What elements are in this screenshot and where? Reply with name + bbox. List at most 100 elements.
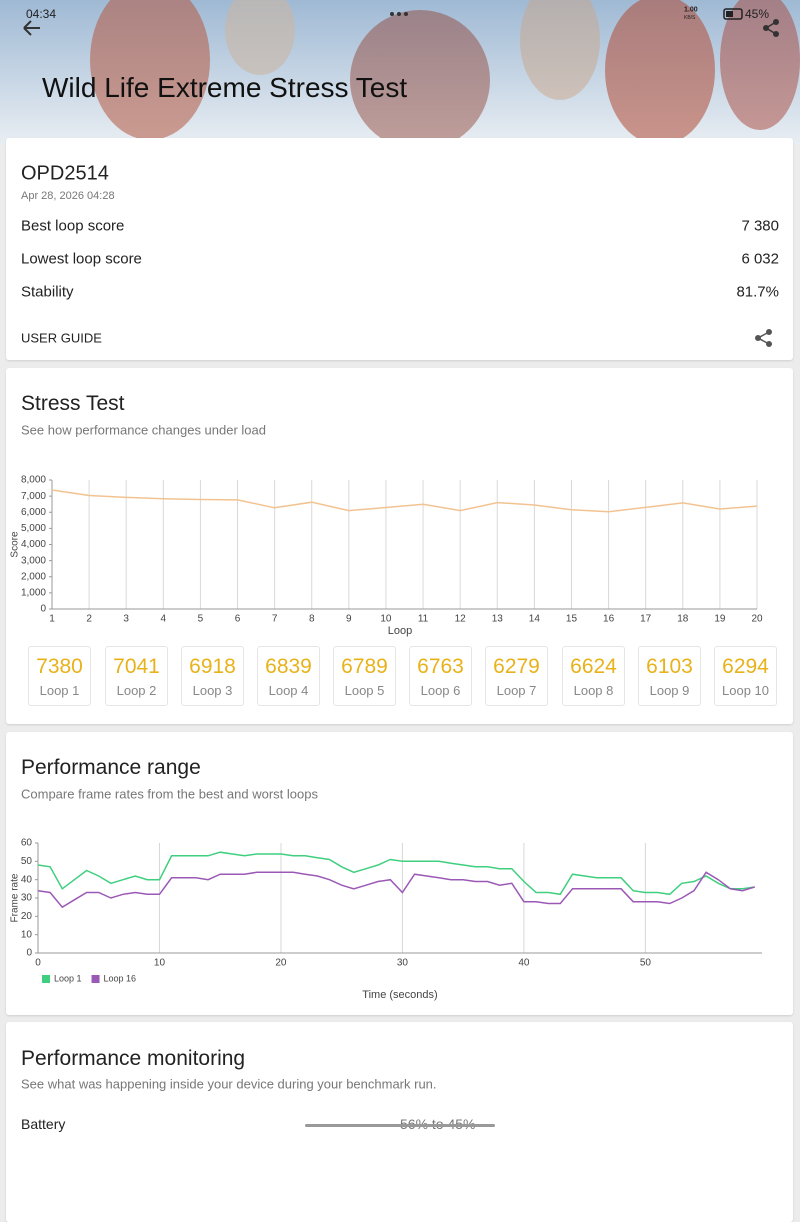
x-tick-label: 4	[161, 614, 167, 625]
x-tick-label: 18	[677, 614, 689, 625]
x-axis-label: Time (seconds)	[362, 989, 437, 1001]
loop-label: Loop 8	[573, 683, 614, 698]
loop-score: 6763	[417, 655, 464, 678]
row-label: Best loop score	[21, 217, 125, 235]
row-value: 81.7%	[736, 283, 779, 301]
legend-swatch	[91, 975, 100, 983]
x-tick-label: 0	[35, 958, 41, 969]
section-title: Performance range	[21, 756, 201, 779]
loop-score: 6624	[570, 655, 617, 678]
loop-score: 7380	[36, 655, 83, 678]
loop-card: 7380 Loop 1	[28, 646, 91, 706]
legend-swatch	[42, 975, 50, 983]
y-tick-label: 2,000	[21, 571, 46, 582]
page-title: Wild Life Extreme Stress Test	[42, 72, 408, 103]
y-tick-label: 0	[26, 948, 32, 959]
x-tick-label: 40	[518, 958, 530, 969]
section-subtitle: See how performance changes under load	[21, 422, 266, 438]
section-subtitle: See what was happening inside your devic…	[21, 1076, 437, 1092]
y-axis-label: Frame rate	[10, 873, 21, 922]
summary-card	[6, 138, 793, 360]
loop-label: Loop 4	[268, 683, 309, 698]
x-tick-label: 10	[380, 614, 392, 625]
x-tick-label: 6	[235, 614, 241, 625]
loop-score: 6789	[341, 655, 388, 678]
loop-card: 6789 Loop 5	[333, 646, 396, 706]
y-tick-label: 60	[21, 838, 33, 849]
x-tick-label: 15	[566, 614, 578, 625]
x-tick-label: 10	[154, 958, 166, 969]
stress-chart: 0 1,000 2,000 3,000 4,000 5,000 6,000 7,000 8,00…	[10, 475, 763, 637]
loop-label: Loop 2	[116, 683, 157, 698]
header-image	[0, 0, 800, 145]
row-value: 6 032	[741, 250, 779, 268]
loop-card: 6918 Loop 3	[181, 646, 244, 706]
monitor-label: Battery	[21, 1116, 66, 1132]
y-tick-label: 3,000	[21, 555, 46, 566]
loop-score: 6103	[646, 655, 693, 678]
x-tick-label: 50	[640, 958, 652, 969]
loop-score: 6918	[189, 655, 236, 678]
x-tick-label: 7	[272, 614, 278, 625]
x-tick-label: 1	[49, 614, 55, 625]
loop-label: Loop 1	[39, 683, 80, 698]
x-tick-label: 5	[198, 614, 204, 625]
series-line	[51, 489, 758, 513]
y-tick-label: 4,000	[21, 539, 46, 550]
device-name: OPD2514	[21, 162, 109, 185]
y-tick-label: 50	[21, 856, 33, 867]
y-axis-label: Score	[10, 531, 21, 558]
y-tick-label: 5,000	[21, 523, 46, 534]
x-tick-label: 2	[86, 614, 92, 625]
loop-label: Loop 10	[722, 683, 769, 698]
x-tick-label: 14	[529, 614, 541, 625]
y-tick-label: 20	[21, 911, 33, 922]
y-tick-label: 40	[21, 874, 33, 885]
y-tick-label: 10	[21, 929, 33, 940]
loop-label: Loop 5	[344, 683, 385, 698]
x-tick-label: 11	[418, 614, 429, 625]
loop-card: 6103 Loop 9	[638, 646, 701, 706]
series-line	[37, 851, 755, 896]
section-title: Performance monitoring	[21, 1047, 246, 1070]
x-tick-label: 13	[492, 614, 504, 625]
scroll-indicator	[305, 1124, 495, 1127]
y-tick-label: 6,000	[21, 507, 46, 518]
status-time: 04:34	[26, 7, 57, 21]
loop-card: 6624 Loop 8	[562, 646, 625, 706]
x-tick-label: 20	[751, 614, 763, 625]
x-tick-label: 8	[309, 614, 315, 625]
loop-card: 6839 Loop 4	[257, 646, 320, 706]
status-speed: 1.00	[684, 6, 698, 14]
x-tick-label: 19	[714, 614, 726, 625]
loop-card: 7041 Loop 2	[105, 646, 168, 706]
x-tick-label: 30	[397, 958, 409, 969]
y-tick-label: 0	[40, 604, 46, 615]
y-tick-label: 30	[21, 893, 33, 904]
share-button[interactable]	[754, 328, 774, 348]
loop-card: 6294 Loop 10	[714, 646, 777, 706]
loop-score: 7041	[113, 655, 160, 678]
loop-card: 6763 Loop 6	[409, 646, 472, 706]
loop-label: Loop 3	[192, 683, 233, 698]
loop-label: Loop 7	[496, 683, 537, 698]
x-tick-label: 17	[640, 614, 652, 625]
section-title: Stress Test	[21, 392, 125, 415]
y-tick-label: 8,000	[21, 475, 46, 486]
x-tick-label: 20	[275, 958, 287, 969]
loop-label: Loop 9	[649, 683, 690, 698]
loop-label: Loop 6	[420, 683, 461, 698]
loop-card: 6279 Loop 7	[485, 646, 548, 706]
x-tick-label: 3	[123, 614, 129, 625]
run-date: Apr 28, 2026 04:28	[21, 190, 115, 202]
series-line	[37, 871, 755, 909]
user-guide-link[interactable]: USER GUIDE	[21, 330, 102, 346]
row-label: Stability	[21, 283, 74, 301]
status-battery: 45%	[745, 7, 770, 21]
x-tick-label: 16	[603, 614, 615, 625]
row-value: 7 380	[741, 217, 779, 235]
x-tick-label: 12	[455, 614, 467, 625]
legend-label: Loop 1	[54, 973, 82, 983]
